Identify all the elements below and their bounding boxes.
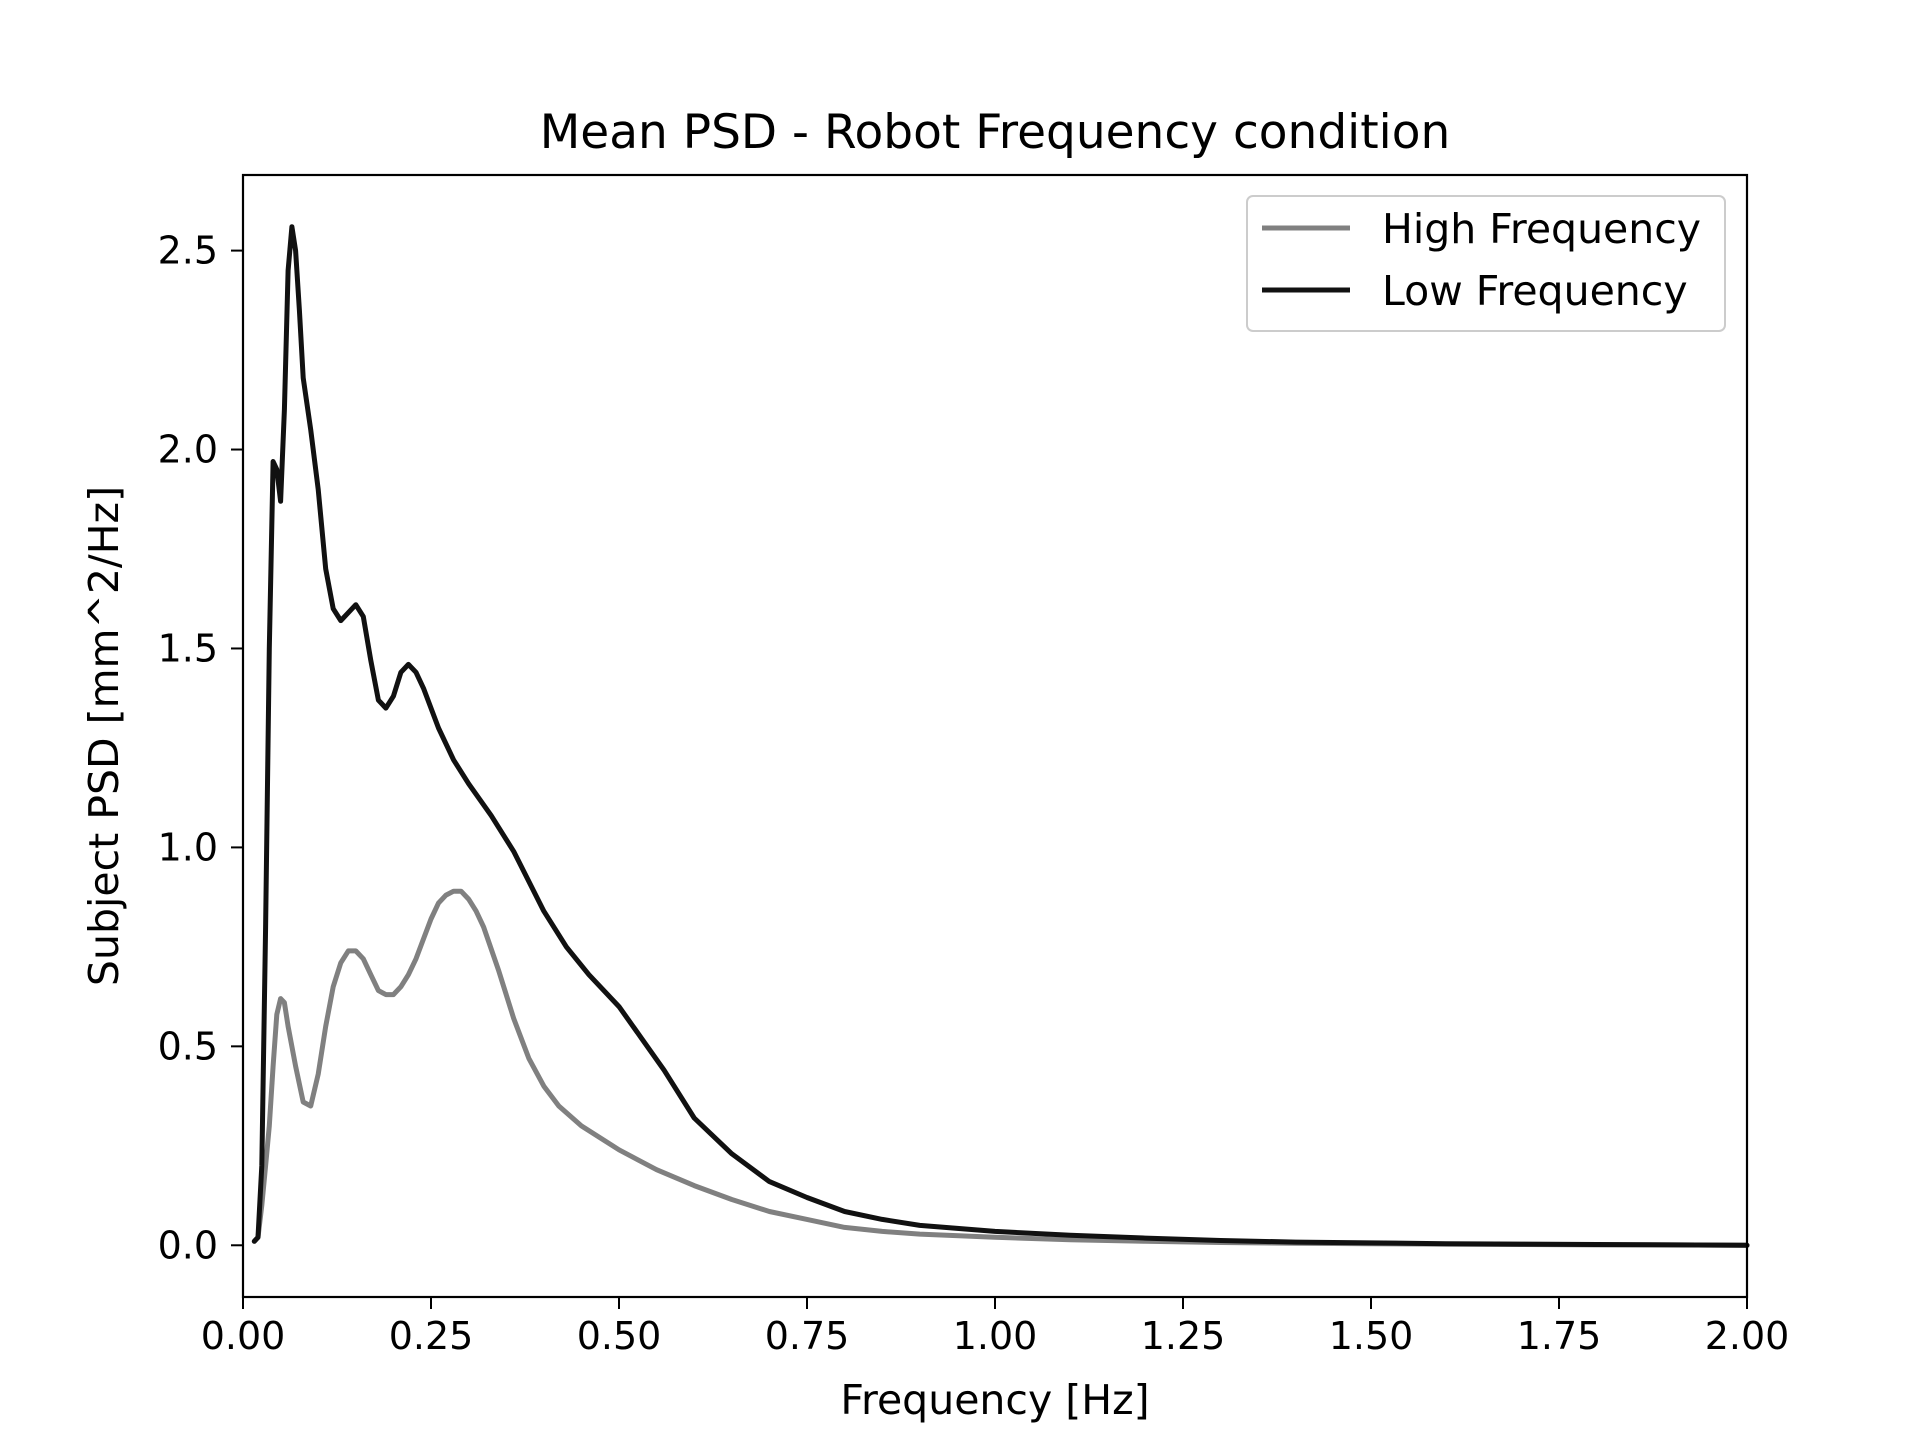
series-layer	[251, 224, 1750, 1248]
legend-label-low-frequency: Low Frequency	[1382, 267, 1688, 315]
y-tick-label: 2.5	[158, 229, 218, 273]
x-axis: 0.00 0.25 0.50 0.75 1.00 1.25 1.50 1.75 2.00	[201, 1297, 1790, 1358]
y-axis-label: Subject PSD [mm^2/Hz]	[80, 486, 128, 986]
x-tick-label: 1.00	[953, 1314, 1038, 1358]
series-line-low-frequency	[251, 224, 1750, 1248]
legend-box	[1246, 195, 1726, 332]
legend-label-high-frequency: High Frequency	[1382, 205, 1701, 253]
y-tick-label: 0.5	[158, 1024, 218, 1068]
chart-title: Mean PSD - Robot Frequency condition	[540, 105, 1451, 160]
series-line-high-frequency	[251, 888, 1750, 1248]
x-tick-label: 0.75	[765, 1314, 850, 1358]
x-tick-label: 1.25	[1141, 1314, 1226, 1358]
legend: High Frequency Low Frequency	[1246, 195, 1726, 332]
x-tick-label: 1.50	[1329, 1314, 1414, 1358]
y-tick-label: 2.0	[158, 428, 218, 472]
x-tick-label: 0.50	[577, 1314, 662, 1358]
x-tick-label: 0.00	[201, 1314, 286, 1358]
y-tick-label: 1.0	[158, 825, 218, 869]
y-tick-label: 1.5	[158, 626, 218, 670]
x-tick-label: 0.25	[389, 1314, 474, 1358]
x-tick-label: 1.75	[1517, 1314, 1602, 1358]
x-tick-label: 2.00	[1705, 1314, 1790, 1358]
y-axis: 0.0 0.5 1.0 1.5 2.0 2.5	[158, 229, 243, 1267]
x-axis-label: Frequency [Hz]	[840, 1376, 1149, 1424]
plot-frame	[241, 173, 1749, 1299]
y-tick-label: 0.0	[158, 1223, 218, 1267]
